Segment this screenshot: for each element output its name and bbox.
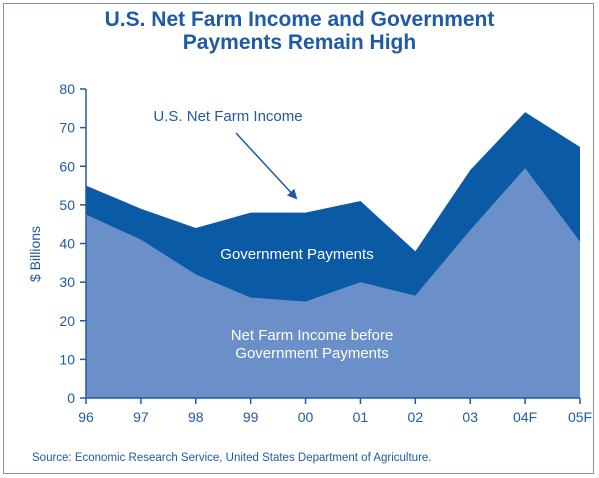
- chart-title: U.S. Net Farm Income and Government Paym…: [0, 8, 599, 54]
- x-tick-label: 05F: [568, 409, 592, 425]
- y-tick-label: 40: [59, 236, 75, 252]
- x-tick-label: 02: [408, 409, 424, 425]
- area-layer: [86, 112, 580, 399]
- x-tick-label: 98: [188, 409, 204, 425]
- chart-title-line1: U.S. Net Farm Income and Government: [104, 8, 495, 31]
- axes-layer: 0 10 20 30 40 50 60 70 80 96 97 98 99 00 01 02 03 04F 05F: [59, 81, 592, 425]
- y-tick-label: 60: [59, 158, 75, 174]
- x-tick-label: 99: [243, 409, 259, 425]
- y-tick-label: 70: [59, 120, 75, 136]
- y-tick-label: 30: [59, 274, 75, 290]
- x-tick-label: 04F: [513, 409, 537, 425]
- y-tick-label: 50: [59, 197, 75, 213]
- x-tick-label: 01: [353, 409, 369, 425]
- x-tick-label: 96: [78, 409, 94, 425]
- y-tick-label: 20: [59, 313, 75, 329]
- annotation-before-line2: Government Payments: [235, 345, 388, 362]
- x-tick-label: 00: [298, 409, 314, 425]
- y-tick-label: 10: [59, 351, 75, 367]
- source-note: Source: Economic Research Service, Unite…: [32, 452, 432, 464]
- chart-title-line2: Payments Remain High: [182, 31, 417, 54]
- annotation-government-payments: Government Payments: [220, 246, 373, 263]
- y-axis-label: $ Billions: [27, 226, 43, 282]
- area-before-government-payments: [86, 168, 580, 398]
- y-tick-label: 80: [59, 81, 75, 97]
- y-tick-label: 0: [67, 390, 75, 406]
- annotation-before-line1: Net Farm Income before: [231, 327, 394, 344]
- x-tick-label: 97: [133, 409, 149, 425]
- annotation-arrow: [235, 132, 298, 200]
- x-tick-label: 03: [462, 409, 478, 425]
- annotation-net-income: U.S. Net Farm Income: [153, 108, 302, 125]
